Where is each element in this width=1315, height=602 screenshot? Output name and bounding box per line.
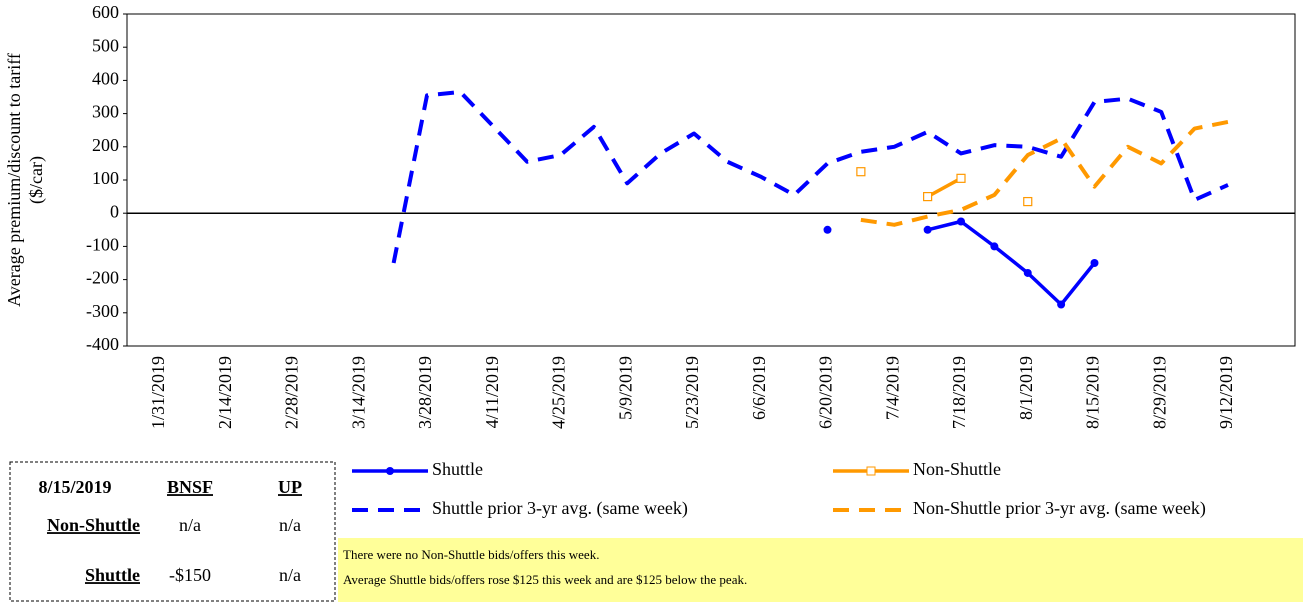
point [957, 217, 965, 226]
y-tick-label: 0 [110, 201, 119, 221]
note-text: Average Shuttle bids/offers rose $125 th… [343, 572, 747, 587]
legend-label: Shuttle [432, 459, 483, 479]
y-axis-label: Average premium/discount to tariff [4, 53, 24, 307]
table-header: UP [278, 477, 302, 497]
table-cell: -$150 [169, 565, 211, 585]
y-tick-label: 100 [92, 168, 119, 188]
point [1090, 259, 1099, 267]
point [1023, 196, 1033, 207]
legend-label: Non-Shuttle prior 3-yr avg. (same week) [913, 498, 1206, 519]
y-tick-label: 200 [92, 135, 119, 155]
point [990, 242, 999, 251]
point [923, 225, 932, 234]
x-tick-label: 6/20/2019 [816, 356, 836, 429]
point [856, 167, 866, 177]
y-tick-label: -400 [86, 334, 119, 354]
legend-marker [866, 466, 876, 476]
x-tick-label: 5/9/2019 [615, 356, 635, 420]
point [956, 173, 966, 183]
table-cell: n/a [279, 515, 301, 535]
series-line [391, 90, 1229, 264]
table-cell: n/a [179, 515, 201, 535]
x-tick-label: 3/28/2019 [415, 356, 435, 429]
x-tick-label: 4/11/2019 [482, 356, 502, 428]
note-box [338, 538, 1303, 602]
y-tick-label: -300 [86, 301, 119, 321]
x-tick-label: 2/14/2019 [215, 356, 235, 429]
y-tick-label: 400 [92, 69, 119, 89]
series-line [928, 178, 1028, 201]
y-tick-label: 500 [92, 35, 119, 55]
series-line [927, 219, 1096, 307]
x-tick-label: 9/12/2019 [1216, 356, 1236, 429]
legend-marker [386, 467, 394, 475]
x-tick-label: 6/6/2019 [749, 356, 769, 420]
series-line [860, 119, 1229, 227]
legend-label: Non-Shuttle [913, 459, 1001, 479]
table-header: BNSF [167, 477, 213, 497]
x-tick-label: 5/23/2019 [682, 356, 702, 429]
x-tick-label: 7/18/2019 [949, 356, 969, 429]
point [923, 192, 933, 202]
note-text: There were no Non-Shuttle bids/offers th… [343, 547, 599, 562]
x-tick-label: 8/15/2019 [1083, 356, 1103, 429]
y-tick-label: -200 [86, 268, 119, 288]
y-tick-label: -100 [86, 235, 119, 255]
y-tick-label: 600 [92, 2, 119, 22]
x-tick-label: 8/29/2019 [1149, 356, 1169, 429]
x-tick-label: 2/28/2019 [282, 356, 302, 429]
table-header: 8/15/2019 [38, 477, 111, 497]
point [823, 225, 832, 234]
y-tick-label: 300 [92, 102, 119, 122]
x-tick-label: 4/25/2019 [549, 356, 569, 429]
point [1023, 268, 1032, 277]
legend-label: Shuttle prior 3-yr avg. (same week) [432, 498, 688, 519]
table-row-label: Non-Shuttle [47, 515, 140, 535]
summary-table-frame [9, 461, 336, 602]
x-tick-label: 1/31/2019 [148, 356, 168, 429]
table-row-label: Shuttle [85, 565, 140, 585]
x-tick-label: 3/14/2019 [348, 356, 368, 429]
table-cell: n/a [279, 565, 301, 585]
plot-frame [126, 13, 1296, 347]
x-tick-label: 7/4/2019 [882, 356, 902, 420]
point [1057, 300, 1066, 309]
y-axis-label: ($/car) [26, 156, 47, 204]
x-tick-label: 8/1/2019 [1016, 356, 1036, 420]
